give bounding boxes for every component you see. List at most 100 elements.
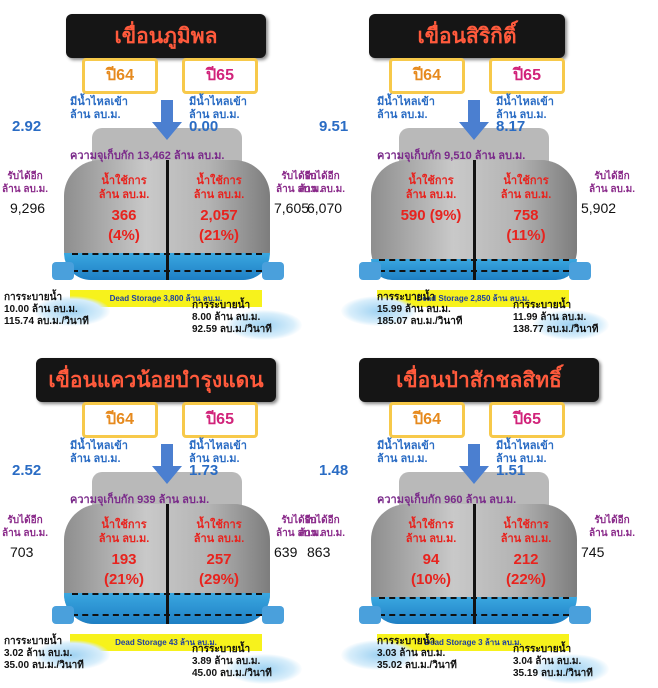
dead-storage-bar: Dead Storage 3 ล้าน ลบ.ม. [377,634,569,651]
room-left-value-64: 703 [10,544,34,560]
release-unit1: ล้าน ลบ.ม. [214,312,261,323]
room-left-text: รับได้อีก [281,515,317,526]
room-left-label-65: รับได้อีกล้าน ลบ.ม. [276,514,322,540]
usable-label-65: น้ำใช้การ ล้าน ลบ.ม. [179,518,259,546]
room-left-text: รับได้อีก [304,515,340,526]
inflow-label-text: มีน้ำไหลเข้า [70,440,128,452]
usable-label-65: น้ำใช้การ ล้าน ลบ.ม. [486,518,566,546]
inflow-value-65: 0.00 [189,118,219,135]
release-rate: 115.74 [4,316,35,327]
release-title: การระบายน้ำ [192,300,251,311]
usable-unit-text: ล้าน ลบ.ม. [193,189,245,201]
release-unit1: ล้าน ลบ.ม. [399,648,446,659]
usable-label-65: น้ำใช้การ ล้าน ลบ.ม. [486,174,566,202]
release-unit1: ล้าน ลบ.ม. [31,304,78,315]
splash-right [226,310,302,340]
release-65: การระบายน้ำ 3.89 ล้าน ลบ.ม. 45.00 ลบ.ม./วิ… [192,644,272,680]
dead-storage-bar: Dead Storage 2,850 ล้าน ลบ.ม. [377,290,569,307]
usable-label-64: น้ำใช้การล้าน ลบ.ม. [391,174,471,202]
year-64-badge: ปี64 [389,58,465,94]
inflow-label-65: มีน้ำไหลเข้า ล้าน ลบ.ม. [189,440,247,466]
year-65-badge: ปี65 [489,58,565,94]
release-unit1: ล้าน ลบ.ม. [540,312,587,323]
tap-left-icon [52,606,74,624]
release-unit2: ลบ.ม./วินาที [410,316,463,327]
inflow-label-text: มีน้ำไหลเข้า [377,440,435,452]
usable-amount: 212 [513,551,539,568]
room-left-unit: ล้าน ลบ.ม. [2,528,48,539]
usable-amount: 257 [206,551,232,568]
tap-right-icon [262,262,284,280]
dam-panel: เขื่อนป่าสักชลสิทธิ์ ปี64 ปี65 มีน้ำไหลเข้า… [299,344,658,688]
room-left-label-64: รับได้อีก ล้าน ลบ.ม. [2,514,48,540]
room-left-unit: ล้าน ลบ.ม. [276,528,322,539]
usable-percent: (21%) [103,571,144,588]
inflow-value-64: 9.51 [319,118,349,135]
splash-right [226,654,302,684]
usable-label-text: น้ำใช้การ [196,175,242,187]
usable-label-64: น้ำใช้การ ล้าน ลบ.ม. [391,518,471,546]
inflow-label-text: มีน้ำไหลเข้า [189,96,247,108]
release-unit1: ล้าน ลบ.ม. [535,656,582,667]
capacity-label: ความจุเก็บกัก 939 ล้าน ลบ.ม. [70,494,210,506]
room-left-unit: ล้าน ลบ.ม. [276,184,322,195]
year-64-badge: ปี64 [82,402,158,438]
release-rate: 138.77 [513,324,544,335]
room-left-unit: ล้าน ลบ.ม. [299,528,345,539]
room-left-text: รับได้อีก [594,515,630,526]
inflow-unit-text: ล้าน ลบ.ม. [189,109,240,121]
inflow-arrow-icon [152,100,182,140]
usable-label-text: น้ำใช้การ [408,519,454,531]
tap-right-icon [569,262,591,280]
inflow-label-65: มีน้ำไหลเข้า ล้าน ลบ.ม. [496,96,554,122]
release-65: การระบายน้ำ 3.04 ล้าน ลบ.ม. 35.19 ลบ.ม./วิ… [513,644,593,680]
tap-right-icon [262,606,284,624]
inflow-value-64: 2.92 [12,118,42,135]
usable-label-text: น้ำใช้การ [101,175,147,187]
tap-left-icon [52,262,74,280]
room-left-label-64: รับได้อีก ล้าน ลบ.ม. [299,170,345,196]
release-unit2: ลบ.ม./วินาที [404,660,457,671]
usable-label-text: น้ำใช้การ [408,175,454,187]
room-left-unit: ล้าน ลบ.ม. [299,184,345,195]
release-title: การระบายน้ำ [377,636,436,647]
release-rate: 35.19 [513,668,539,679]
usable-value-64: 590 (9%) [391,206,471,226]
room-left-text: รับได้อีก [7,171,43,182]
inflow-label-65: มีน้ำไหลเข้า ล้าน ลบ.ม. [189,96,247,122]
inflow-unit-text: ล้าน ลบ.ม. [377,453,428,465]
inflow-unit-text: ล้าน ลบ.ม. [496,453,547,465]
year-65-badge: ปี65 [182,58,258,94]
usable-unit-text: ล้าน ลบ.ม. [98,533,150,545]
year-64-badge: ปี64 [82,58,158,94]
room-left-value-64: 9,296 [10,200,46,216]
usable-label-64: น้ำใช้การ ล้าน ลบ.ม. [84,518,164,546]
year-64-badge: ปี64 [389,402,465,438]
dead-storage-line [379,614,569,616]
usable-unit-text: ล้าน ลบ.ม. [98,189,150,201]
inflow-label-64: มีน้ำไหลเข้า ล้าน ลบ.ม. [377,440,435,466]
release-title: การระบายน้ำ [192,644,251,655]
usable-label-text: น้ำใช้การ [196,519,242,531]
inflow-value-65: 1.73 [189,462,219,479]
release-rate: 45.00 [192,668,218,679]
capacity-label: ความจุเก็บกัก 960 ล้าน ลบ.ม. [377,494,517,506]
usable-unit-text: ล้าน ลบ.ม. [405,189,457,201]
release-vol: 3.04 [513,656,533,667]
dam-title: เขื่อนภูมิพล [66,14,266,58]
release-unit2: ลบ.ม./วินาที [36,316,89,327]
usable-value-64: 94 (10%) [391,550,471,590]
inflow-label-text: มีน้ำไหลเข้า [70,96,128,108]
year-divider [473,504,476,624]
usable-amount: 366 [111,207,137,224]
usable-line [379,597,569,599]
release-unit1: ล้าน ลบ.ม. [214,656,261,667]
splash-left [341,640,417,670]
usable-percent: (22%) [505,571,546,588]
release-vol: 3.02 [4,648,24,659]
tap-right-icon [569,606,591,624]
capacity-label: ความจุเก็บกัก 9,510 ล้าน ลบ.ม. [377,150,526,162]
release-vol: 10.00 [4,304,30,315]
splash-left [341,296,417,326]
dead-storage-line [72,614,262,616]
